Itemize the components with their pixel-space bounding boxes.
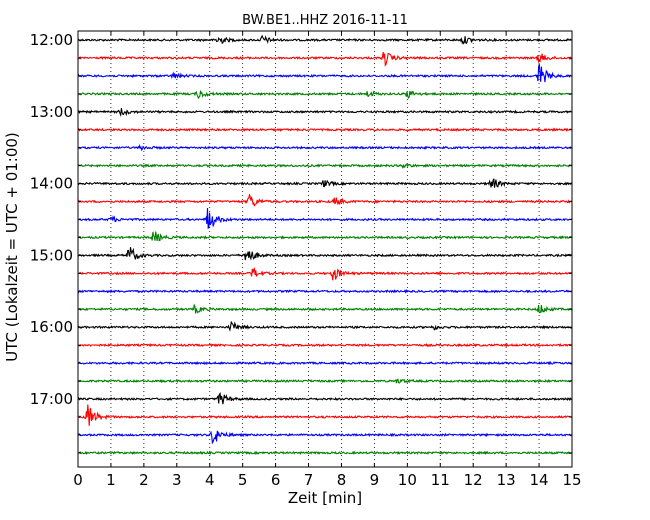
seismic-trace <box>77 63 572 83</box>
y-axis-label: UTC (Lokalzeit = UTC + 01:00) <box>3 132 21 362</box>
y-tick-labels: 12:00 13:00 14:00 15:00 16:00 17:00 <box>30 31 73 408</box>
seismic-trace <box>77 162 572 170</box>
x-tick-label: 5 <box>238 471 248 489</box>
x-tick-label: 0 <box>73 471 83 489</box>
seismic-trace <box>77 303 572 314</box>
seismic-trace <box>77 404 572 426</box>
x-tick-label: 12 <box>464 471 483 489</box>
y-tick-label: 13:00 <box>30 103 73 121</box>
x-axis-label: Zeit [min] <box>288 489 362 507</box>
y-tick-label: 17:00 <box>30 390 73 408</box>
seismic-trace <box>77 360 572 366</box>
seismic-trace <box>77 342 572 348</box>
seismic-trace <box>77 267 572 281</box>
seismic-trace <box>77 194 572 207</box>
plot-frame <box>77 30 573 468</box>
grid-lines <box>110 31 540 467</box>
seismic-trace <box>77 391 572 405</box>
seismic-trace <box>77 450 572 456</box>
seismic-trace <box>77 247 572 261</box>
y-tick-label: 16:00 <box>30 318 73 336</box>
seismic-trace <box>77 51 572 67</box>
y-tick-label: 12:00 <box>30 31 73 49</box>
x-tick-label: 6 <box>271 471 281 489</box>
x-tick-label: 8 <box>337 471 347 489</box>
seismic-trace <box>77 34 572 45</box>
seismic-trace <box>77 90 572 100</box>
x-tick-label: 7 <box>304 471 314 489</box>
axis-ticks <box>77 31 573 467</box>
x-tick-label: 11 <box>431 471 450 489</box>
x-tick-label: 3 <box>172 471 182 489</box>
seismic-trace <box>78 178 572 188</box>
seismic-trace <box>77 127 572 132</box>
x-tick-labels: 0 1 2 3 4 5 6 7 8 9 10 11 12 13 14 15 <box>73 471 581 489</box>
seismic-trace <box>77 378 572 384</box>
y-tick-label: 14:00 <box>30 175 73 193</box>
x-tick-label: 2 <box>139 471 149 489</box>
x-tick-label: 15 <box>562 471 581 489</box>
seismic-trace <box>77 321 572 332</box>
x-tick-label: 4 <box>205 471 215 489</box>
x-tick-label: 13 <box>497 471 516 489</box>
seismic-trace <box>77 107 572 118</box>
seismic-trace <box>77 430 572 445</box>
seismic-trace <box>77 231 572 242</box>
seismic-trace <box>77 207 572 230</box>
seismic-trace <box>77 143 572 152</box>
x-tick-label: 10 <box>398 471 417 489</box>
y-tick-label: 15:00 <box>30 246 73 264</box>
x-tick-label: 14 <box>530 471 549 489</box>
x-tick-label: 9 <box>370 471 380 489</box>
x-tick-label: 1 <box>106 471 116 489</box>
chart-title: BW.BE1..HHZ 2016-11-11 <box>242 13 408 28</box>
seismic-trace <box>77 289 572 294</box>
trace-group <box>77 34 572 456</box>
